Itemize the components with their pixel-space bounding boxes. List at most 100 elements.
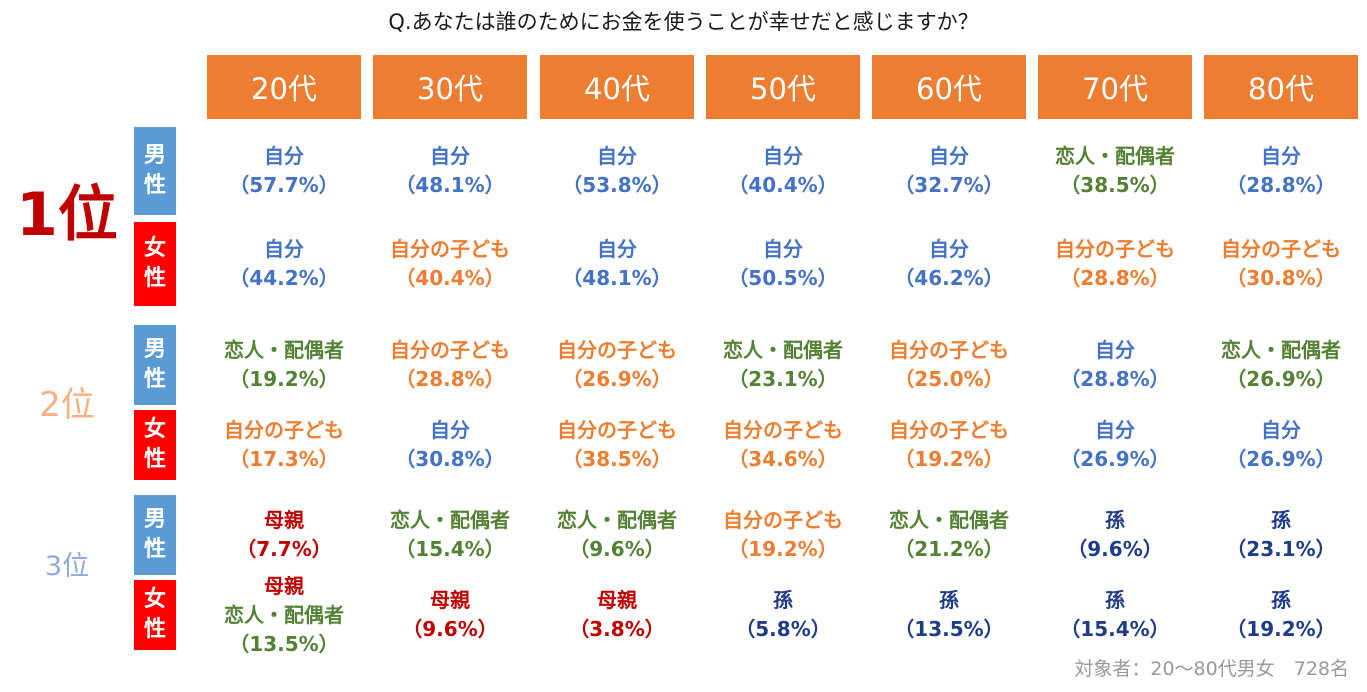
cell-rank3-male-30代: 恋人・配偶者 （15.4%） [367,506,534,564]
cell-answer: 自分 [430,144,470,168]
cell-answer: 孫 [1271,588,1291,612]
cell-answer: 自分の子ども [889,418,1009,442]
cell-rank2-female-70代: 自分 （26.9%） [1032,416,1199,474]
cell-rank1-male-20代: 自分 （57.7%） [201,142,368,200]
cell-percent: （34.6%） [728,447,838,471]
cell-answer: 自分 [264,144,304,168]
cell-answer: 孫 [1105,588,1125,612]
cell-rank2-male-50代: 恋人・配偶者 （23.1%） [700,336,867,394]
cell-rank2-male-40代: 自分の子ども （26.9%） [534,336,701,394]
cell-answer: 自分の子ども [557,338,677,362]
cell-percent: （38.5%） [562,447,672,471]
cell-answer: 母親 [264,573,304,598]
cell-rank3-female-50代: 孫 （5.8%） [700,586,867,644]
cell-rank1-male-40代: 自分 （53.8%） [534,142,701,200]
cell-answer: 自分の子ども [390,237,510,261]
cell-answer: 母親 [430,588,470,612]
cell-percent: （13.5%） [894,617,1004,641]
cell-rank3-female-30代: 母親 （9.6%） [367,586,534,644]
cell-answer: 母親 [264,508,304,532]
cell-rank2-male-30代: 自分の子ども （28.8%） [367,336,534,394]
cell-percent: （7.7%） [236,537,332,561]
cell-percent: （19.2%） [1226,617,1336,641]
cell-percent: （57.7%） [229,173,339,197]
cell-answer: 恋人・配偶者 [224,338,344,362]
column-header-60s: 60代 [872,55,1026,119]
cell-answer: 自分の子ども [557,418,677,442]
cell-percent: （9.6%） [569,537,665,561]
cell-answer: 自分 [1095,418,1135,442]
cell-rank2-male-80代: 恋人・配偶者 （26.9%） [1198,336,1365,394]
cell-percent: （28.8%） [1060,266,1170,290]
cell-rank1-female-20代: 自分 （44.2%） [201,235,368,293]
cell-percent: （17.3%） [229,447,339,471]
rank-label-1: 1位 [16,180,118,250]
cell-answer: 自分 [929,144,969,168]
cell-answer: 恋人・配偶者 [390,508,510,532]
cell-percent: （50.5%） [728,266,838,290]
cell-answer: 自分の子ども [224,418,344,442]
cell-percent: （28.8%） [1226,173,1336,197]
cell-answer: 自分の子ども [1221,237,1341,261]
rank-label-2: 2位 [39,385,95,425]
cell-rank1-female-70代: 自分の子ども （28.8%） [1032,235,1199,293]
cell-answer: 自分の子ども [889,338,1009,362]
cell-percent: （5.8%） [735,617,831,641]
column-header-30s: 30代 [373,55,527,119]
cell-percent: （3.8%） [569,617,665,641]
cell-answer: 自分 [929,237,969,261]
female-label-rank2: 女性 [134,410,176,480]
female-label-rank1: 女性 [134,222,176,306]
rank-label-3: 3位 [44,551,90,582]
cell-percent: （21.2%） [894,537,1004,561]
cell-answer: 恋人・配偶者 [224,602,344,627]
cell-answer: 自分の子ども [1055,237,1175,261]
cell-rank2-female-80代: 自分 （26.9%） [1198,416,1365,474]
cell-answer: 自分 [597,144,637,168]
cell-percent: （28.8%） [395,367,505,391]
cell-percent: （9.6%） [1067,537,1163,561]
cell-percent: （38.5%） [1060,173,1170,197]
cell-percent: （44.2%） [229,266,339,290]
cell-rank3-male-50代: 自分の子ども （19.2%） [700,506,867,564]
female-label-rank3: 女性 [134,580,176,650]
cell-percent: （48.1%） [395,173,505,197]
cell-rank1-male-60代: 自分 （32.7%） [866,142,1033,200]
cell-rank1-female-30代: 自分の子ども （40.4%） [367,235,534,293]
cell-answer: 自分の子ども [390,338,510,362]
male-label-rank3: 男性 [134,495,176,575]
cell-percent: （26.9%） [1226,367,1336,391]
cell-rank2-male-20代: 恋人・配偶者 （19.2%） [201,336,368,394]
cell-rank3-male-20代: 母親 （7.7%） [201,506,368,564]
column-header-50s: 50代 [706,55,860,119]
cell-rank1-male-80代: 自分 （28.8%） [1198,142,1365,200]
cell-answer: 恋人・配偶者 [1055,144,1175,168]
chart-title: Q.あなたは誰のためにお金を使うことが幸せだと感じますか？ [388,10,979,34]
cell-percent: （19.2%） [894,447,1004,471]
cell-percent: （23.1%） [728,367,838,391]
cell-answer: 母親 [597,588,637,612]
cell-answer: 恋人・配偶者 [557,508,677,532]
cell-percent: （53.8%） [562,173,672,197]
cell-answer: 恋人・配偶者 [723,338,843,362]
cell-answer: 自分 [430,418,470,442]
cell-rank3-female-40代: 母親 （3.8%） [534,586,701,644]
male-label-rank1: 男性 [134,127,176,215]
cell-percent: （15.4%） [1060,617,1170,641]
cell-rank1-female-80代: 自分の子ども （30.8%） [1198,235,1365,293]
cell-percent: （23.1%） [1226,537,1336,561]
cell-rank1-male-70代: 恋人・配偶者 （38.5%） [1032,142,1199,200]
cell-answer: 自分 [264,237,304,261]
cell-rank2-male-70代: 自分 （28.8%） [1032,336,1199,394]
cell-rank2-male-60代: 自分の子ども （25.0%） [866,336,1033,394]
cell-rank1-male-50代: 自分 （40.4%） [700,142,867,200]
cell-answer: 自分の子ども [723,508,843,532]
cell-answer: 恋人・配偶者 [1221,338,1341,362]
cell-percent: （26.9%） [1060,447,1170,471]
cell-percent: （48.1%） [562,266,672,290]
cell-percent: （26.9%） [562,367,672,391]
cell-percent: （19.2%） [229,367,339,391]
cell-percent: （19.2%） [728,537,838,561]
cell-percent: （40.4%） [728,173,838,197]
cell-percent: （32.7%） [894,173,1004,197]
